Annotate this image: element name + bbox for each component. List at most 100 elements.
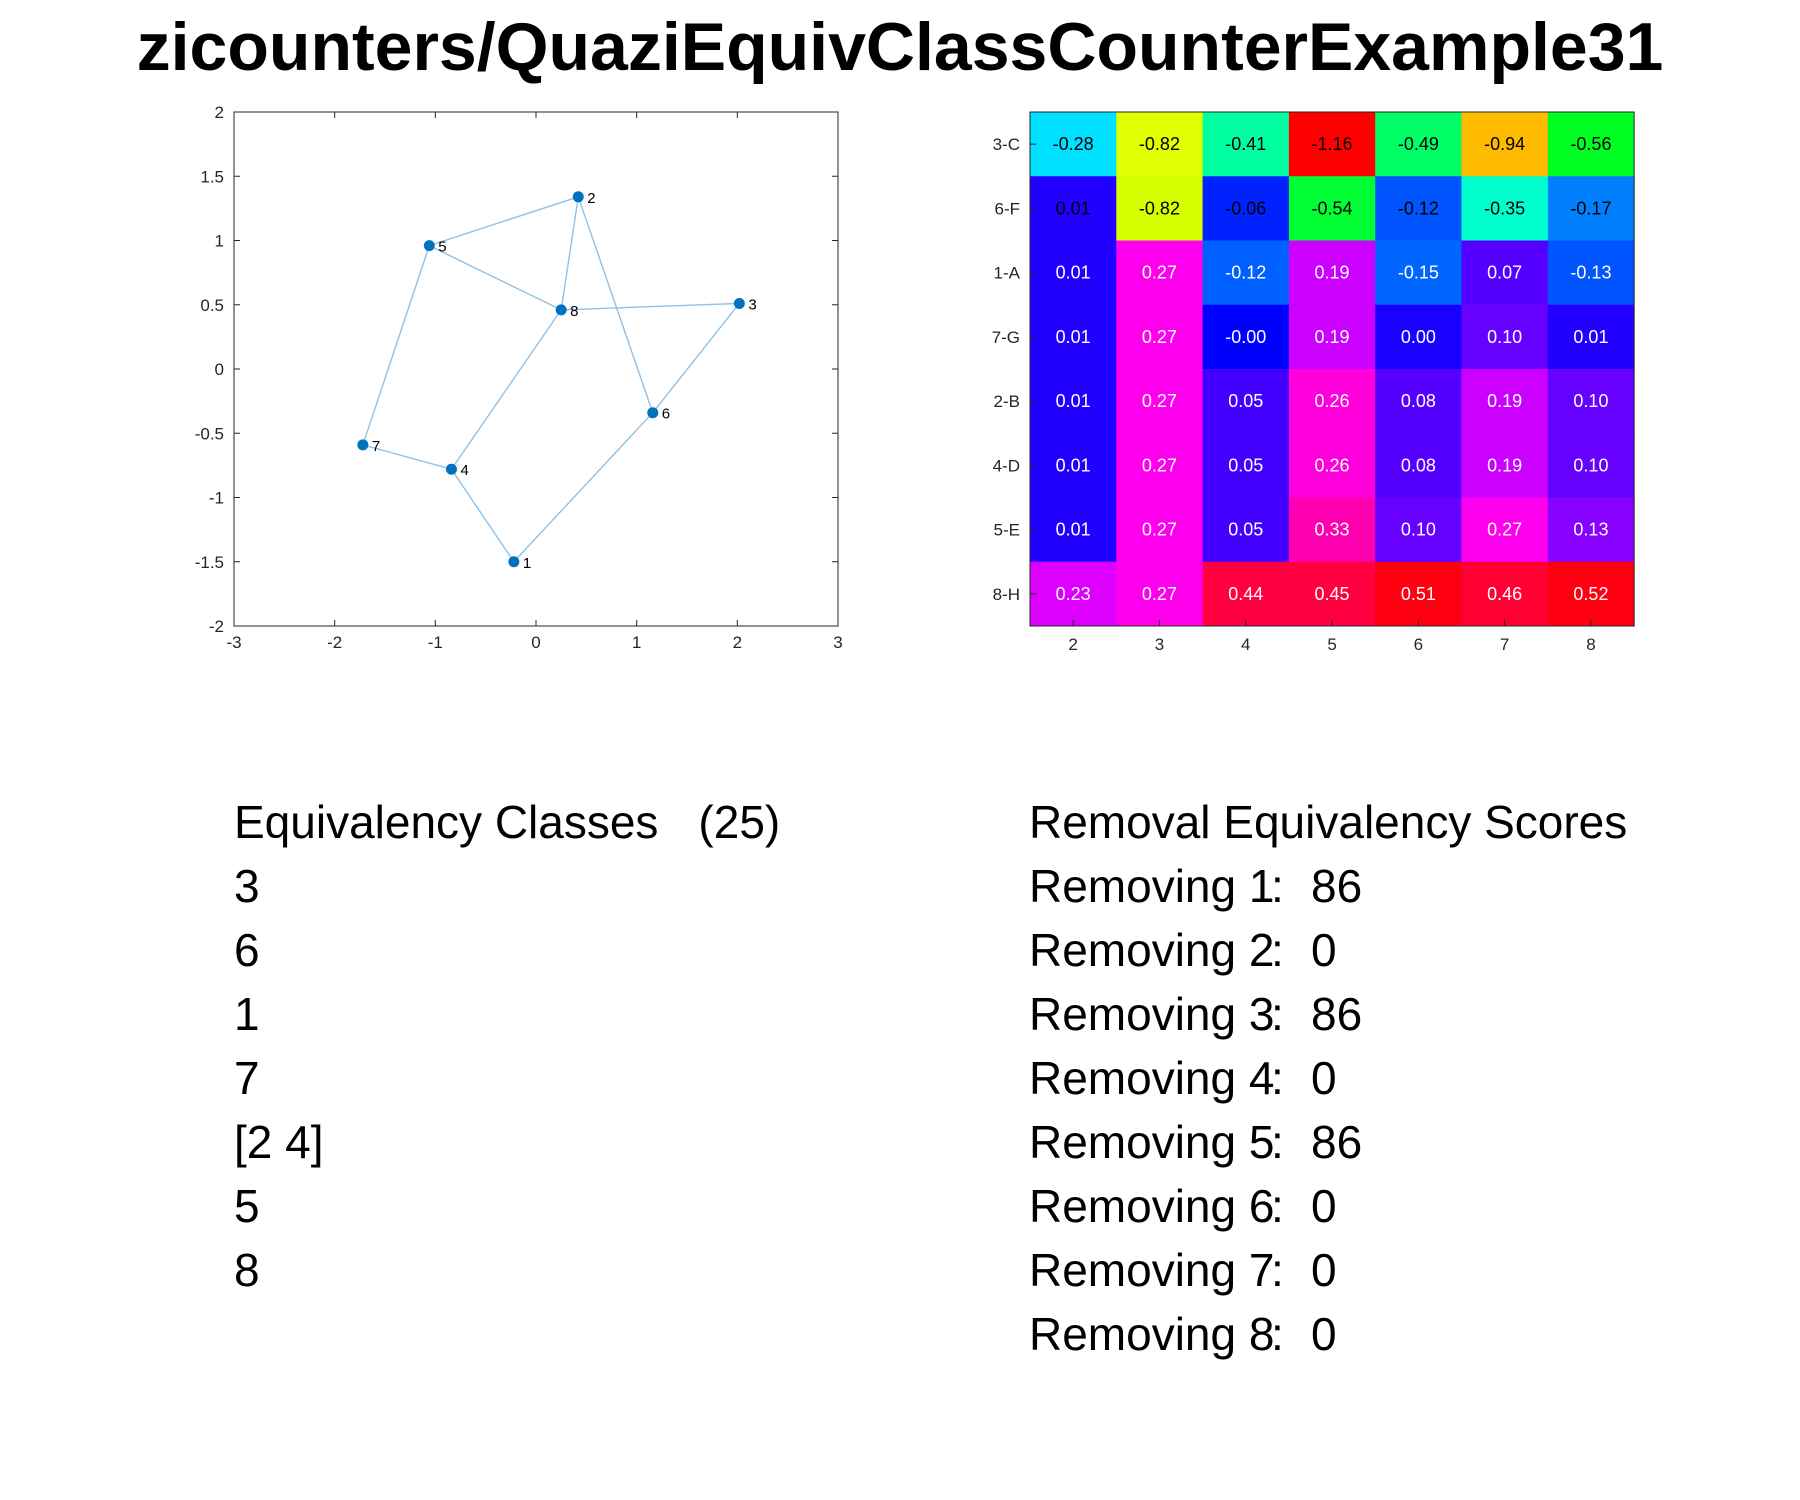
heatmap-cell [1202,112,1290,177]
heatmap-cell [1116,369,1204,434]
score-label: Removing 4 [1029,1052,1275,1104]
heatmap-axes-box [1029,111,1635,627]
heatmap-cell-value: -0.17 [1570,198,1611,218]
heatmap-cell-value: 0.10 [1573,455,1608,475]
graph-edge [561,302,740,311]
heatmap-cell-value: 0.46 [1487,584,1522,604]
heatmap-cell [1202,497,1290,563]
heatmap-cell-value: -0.13 [1570,263,1611,283]
x-tick-label: -3 [226,633,241,652]
page-title: zicounters/QuaziEquivClassCounterExample… [136,9,1664,85]
heatmap-cell-value: -0.41 [1225,134,1266,154]
heatmap-cell-value: -0.82 [1139,134,1180,154]
score-separator: : [1271,1180,1284,1232]
score-row: Removing 8: 0 [1029,1302,1789,1366]
heatmap-cell-value: 0.07 [1487,263,1522,283]
class-item: 8 [234,1244,260,1296]
heatmap-cell [1116,112,1204,177]
heatmap-cell-value: 0.52 [1573,584,1608,604]
heatmap-cell [1288,369,1376,434]
heatmap-cell [1030,433,1117,498]
heatmap-cell [1461,112,1549,177]
heatmap-cell [1288,561,1376,627]
heatmap-cell-value: 0.01 [1056,198,1091,218]
heatmap-row-label: 7-G [992,328,1020,347]
equivalency-classes-title: Equivalency Classes [234,796,659,848]
heatmap-cell [1288,240,1376,306]
score-label: Removing 5 [1029,1116,1275,1168]
heatmap-cell-value: 0.23 [1056,584,1091,604]
heatmap-col-label: 8 [1586,635,1595,654]
heatmap-cell-value: 0.08 [1401,455,1436,475]
heatmap-cell [1116,240,1204,306]
heatmap-cell [1547,176,1635,241]
heatmap-row-label: 1-A [994,264,1021,283]
heatmap-cell [1547,433,1635,498]
heatmap-cell-value: 0.08 [1401,391,1436,411]
heatmap-cell-value: 0.01 [1056,455,1091,475]
score-separator: : [1271,988,1284,1040]
heatmap-cell [1116,433,1204,498]
score-value: 0 [1311,1308,1337,1360]
heatmap-cell [1030,240,1117,306]
heatmap-col-label: 6 [1414,635,1423,654]
equivalency-classes-heading: Equivalency Classes (25) [234,790,934,854]
heatmap-col-label: 2 [1068,635,1077,654]
heatmap-cell [1116,561,1204,627]
graph-edge [429,196,579,247]
score-row: Removing 3: 86 [1029,982,1789,1046]
heatmap-cell [1288,304,1376,370]
heatmap-cell [1202,561,1290,627]
heatmap-cell-value: 0.00 [1401,327,1436,347]
heatmap-cell-value: 0.26 [1315,455,1350,475]
heatmap-cell-value: 0.05 [1228,455,1263,475]
heatmap-cell-value: 0.27 [1142,455,1177,475]
plot-axes-box [233,111,839,627]
heatmap-cell [1116,304,1204,370]
score-row: Removing 2: 0 [1029,918,1789,982]
graph-edge [362,245,430,446]
heatmap-cell-value: 0.44 [1228,584,1263,604]
heatmap-cell [1461,433,1549,498]
graph-edge [450,468,515,563]
y-tick-label: -0.5 [195,424,224,443]
graph-edge [428,245,562,311]
score-row: Removing 1: 86 [1029,854,1789,918]
heatmap-cell [1202,176,1290,241]
graph-node-label: 2 [587,190,595,207]
score-row: Removing 7: 0 [1029,1238,1789,1302]
y-tick-label: 1 [215,232,224,251]
x-tick-label: 1 [632,633,641,652]
x-tick-label: 0 [531,633,540,652]
heatmap-cell [1547,369,1635,434]
graph-node-label: 7 [372,438,380,455]
score-value: 86 [1311,1116,1363,1168]
class-item: 5 [234,1180,260,1232]
y-tick-label: -2 [209,617,224,636]
graph-node [733,297,745,309]
score-separator: : [1271,1308,1284,1360]
heatmap-cell [1030,304,1117,370]
heatmap-plot: -0.28 -0.82 -0.41 -1.16 -0.49 -0.94 -0.56 3-C 0.… [992,111,1635,654]
heatmap-cell-value: 0.19 [1315,263,1350,283]
y-tick-label: 1.5 [200,167,224,186]
heatmap-cell [1375,240,1462,306]
heatmap-cell [1547,561,1635,627]
heatmap-cell-value: -0.94 [1484,134,1525,154]
heatmap-cell [1116,176,1204,241]
heatmap-cell-value: 0.19 [1487,455,1522,475]
heatmap-cell-value: 0.27 [1142,263,1177,283]
y-tick-label: -1 [209,489,224,508]
heatmap-cell-value: -0.28 [1053,134,1094,154]
graph-edge [513,412,654,563]
heatmap-cell-value: -0.15 [1398,263,1439,283]
heatmap-cell-value: 0.27 [1142,584,1177,604]
score-label: Removing 1 [1029,860,1275,912]
heatmap-cell [1375,433,1462,498]
class-item: 1 [234,988,260,1040]
heatmap-cell [1030,112,1117,177]
graph-node [555,304,567,316]
removal-scores-heading: Removal Equivalency Scores [1029,796,1628,848]
heatmap-cell-value: -0.54 [1312,198,1353,218]
